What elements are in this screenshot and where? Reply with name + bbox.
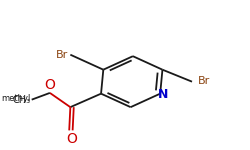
Text: methyl: methyl bbox=[1, 94, 30, 103]
Text: CH₃: CH₃ bbox=[12, 95, 30, 105]
Text: Br: Br bbox=[198, 76, 210, 86]
Text: N: N bbox=[158, 88, 168, 101]
Text: O: O bbox=[66, 132, 78, 146]
Text: O: O bbox=[44, 78, 55, 92]
Text: Br: Br bbox=[56, 50, 68, 60]
